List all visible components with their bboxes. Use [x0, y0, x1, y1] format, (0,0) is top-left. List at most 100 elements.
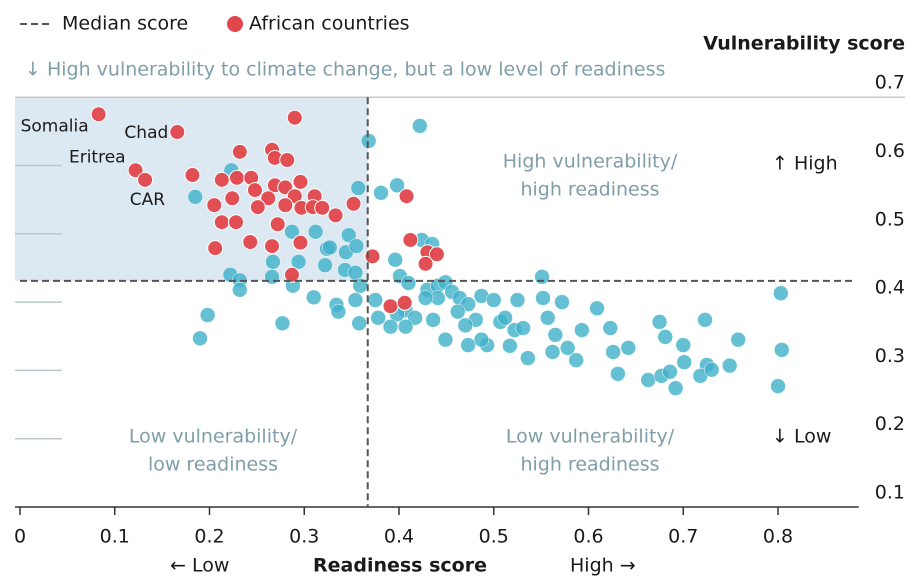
point: [676, 354, 692, 370]
point: [540, 310, 556, 326]
point: [610, 366, 626, 382]
point: [520, 350, 536, 366]
point: [544, 344, 561, 360]
point: [228, 214, 245, 231]
y-tick-label: 0.2: [875, 413, 905, 435]
y-axis-label: Vulnerability score: [703, 33, 905, 55]
point: [232, 282, 248, 298]
point: [341, 227, 357, 243]
point: [473, 331, 490, 348]
point: [249, 199, 266, 216]
point: [127, 162, 144, 179]
point: [224, 190, 241, 207]
point: [345, 195, 362, 212]
x-tick-label: 0.6: [573, 526, 603, 548]
point: [502, 338, 518, 354]
point: [397, 318, 414, 335]
point: [412, 118, 428, 134]
annotation: ↓ High vulnerability to climate change, …: [25, 59, 665, 81]
point: [721, 357, 738, 374]
point: [348, 238, 365, 254]
y-tick-label: 0.1: [875, 482, 905, 504]
point: [373, 185, 389, 201]
point: [327, 207, 344, 224]
point: [246, 182, 263, 199]
quadrant-label: high readiness: [520, 179, 659, 201]
y-tick-label: 0.3: [875, 345, 905, 367]
point: [350, 180, 367, 196]
y-low-label: ↓ Low: [772, 426, 831, 448]
point: [213, 171, 230, 188]
point: [292, 234, 309, 251]
quadrant-label: High vulnerability/: [503, 151, 678, 173]
point: [486, 292, 502, 308]
point: [314, 199, 331, 216]
point: [773, 285, 789, 301]
point: [137, 171, 154, 188]
point: [417, 255, 434, 272]
quadrant-label: Low vulnerability/: [506, 426, 675, 448]
point: [730, 331, 746, 348]
x-axis-label: Readiness score: [313, 555, 487, 577]
legend-label: African countries: [249, 13, 410, 35]
point: [497, 310, 513, 326]
point: [449, 303, 466, 320]
point: [667, 380, 684, 396]
x-tick-label: 0.1: [100, 526, 130, 548]
point: [90, 106, 107, 123]
legend-label: Median score: [62, 13, 188, 35]
point: [277, 197, 294, 214]
point: [460, 337, 476, 353]
point: [774, 342, 790, 358]
point: [402, 231, 419, 248]
point: [284, 224, 300, 240]
y-tick-label: 0.6: [875, 140, 905, 162]
point: [347, 292, 364, 308]
quadrant-label: high readiness: [520, 454, 659, 476]
x-high-label: High →: [570, 555, 636, 577]
point: [187, 189, 204, 205]
point: [292, 173, 309, 190]
point: [322, 239, 338, 256]
point: [199, 307, 216, 323]
point: [206, 197, 223, 214]
point: [269, 216, 286, 233]
y-high-label: ↑ High: [772, 153, 838, 175]
point: [602, 320, 619, 336]
point: [260, 190, 277, 207]
point: [554, 294, 570, 310]
point: [396, 294, 413, 311]
point: [169, 124, 186, 141]
point: [330, 303, 347, 320]
point: [213, 214, 230, 231]
point: [207, 240, 224, 257]
x-tick-label: 0.3: [289, 526, 319, 548]
point: [317, 257, 333, 273]
point: [703, 361, 720, 378]
quadrant-label: Low vulnerability/: [129, 426, 298, 448]
point: [547, 327, 564, 343]
point: [534, 269, 550, 285]
point-label: Chad: [124, 123, 168, 143]
point: [559, 340, 576, 356]
point: [382, 318, 399, 335]
point: [290, 254, 307, 270]
point: [387, 252, 403, 268]
point: [605, 344, 621, 360]
point: [231, 143, 248, 160]
y-tick-label: 0.7: [875, 72, 905, 94]
point: [264, 269, 280, 285]
point: [662, 364, 678, 380]
x-tick-label: 0.4: [384, 526, 414, 548]
point: [389, 177, 405, 194]
point-label: Somalia: [21, 116, 89, 136]
point: [367, 292, 384, 308]
point: [265, 254, 281, 270]
point: [457, 317, 474, 334]
point: [574, 322, 590, 338]
x-tick-label: 0.2: [194, 526, 224, 548]
point: [589, 300, 605, 316]
point: [437, 331, 454, 348]
point: [770, 378, 786, 394]
point: [515, 320, 531, 336]
